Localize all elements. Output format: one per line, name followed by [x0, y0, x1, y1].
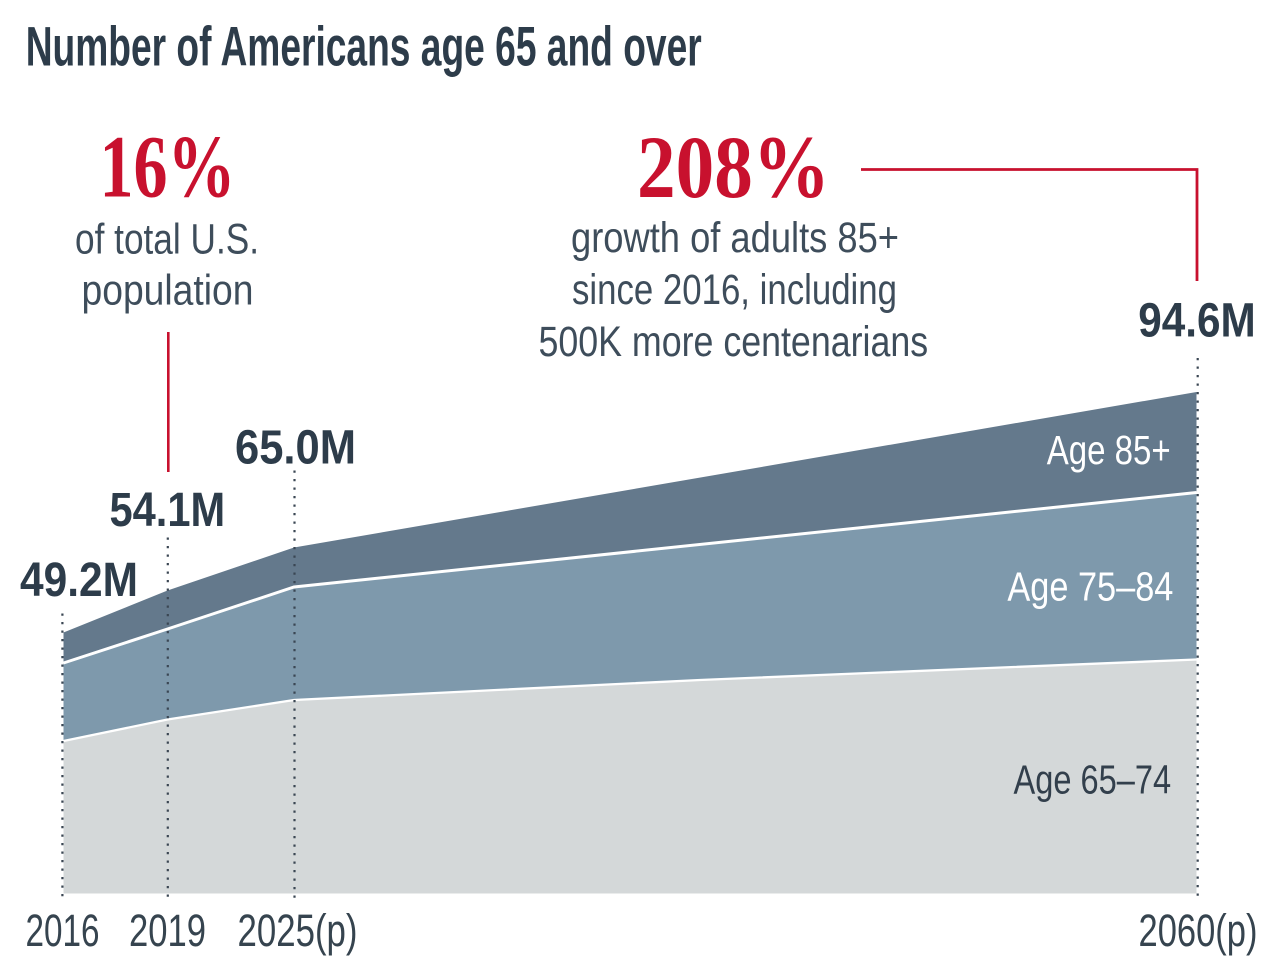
svg-text:65.0M: 65.0M	[235, 422, 356, 475]
svg-text:Age 65–74: Age 65–74	[1014, 756, 1172, 802]
svg-text:49.2M: 49.2M	[20, 554, 138, 607]
svg-text:Number of Americans age 65 and: Number of Americans age 65 and over	[26, 14, 702, 77]
svg-text:2019: 2019	[129, 905, 206, 956]
svg-text:2025(p): 2025(p)	[238, 905, 358, 956]
svg-text:94.6M: 94.6M	[1138, 295, 1256, 348]
svg-text:208%: 208%	[637, 119, 830, 217]
svg-text:500K more centenarians: 500K more centenarians	[538, 319, 928, 366]
svg-text:of total U.S.: of total U.S.	[75, 217, 259, 264]
svg-text:Age 75–84: Age 75–84	[1007, 564, 1173, 610]
svg-text:Age 85+: Age 85+	[1047, 427, 1171, 473]
svg-text:population: population	[82, 268, 254, 315]
svg-text:since 2016, including: since 2016, including	[572, 267, 897, 314]
svg-text:2016: 2016	[26, 905, 100, 956]
svg-text:growth of adults 85+: growth of adults 85+	[571, 215, 899, 262]
svg-text:2060(p): 2060(p)	[1139, 905, 1258, 956]
svg-text:54.1M: 54.1M	[110, 484, 226, 537]
svg-text:16%: 16%	[100, 118, 236, 216]
